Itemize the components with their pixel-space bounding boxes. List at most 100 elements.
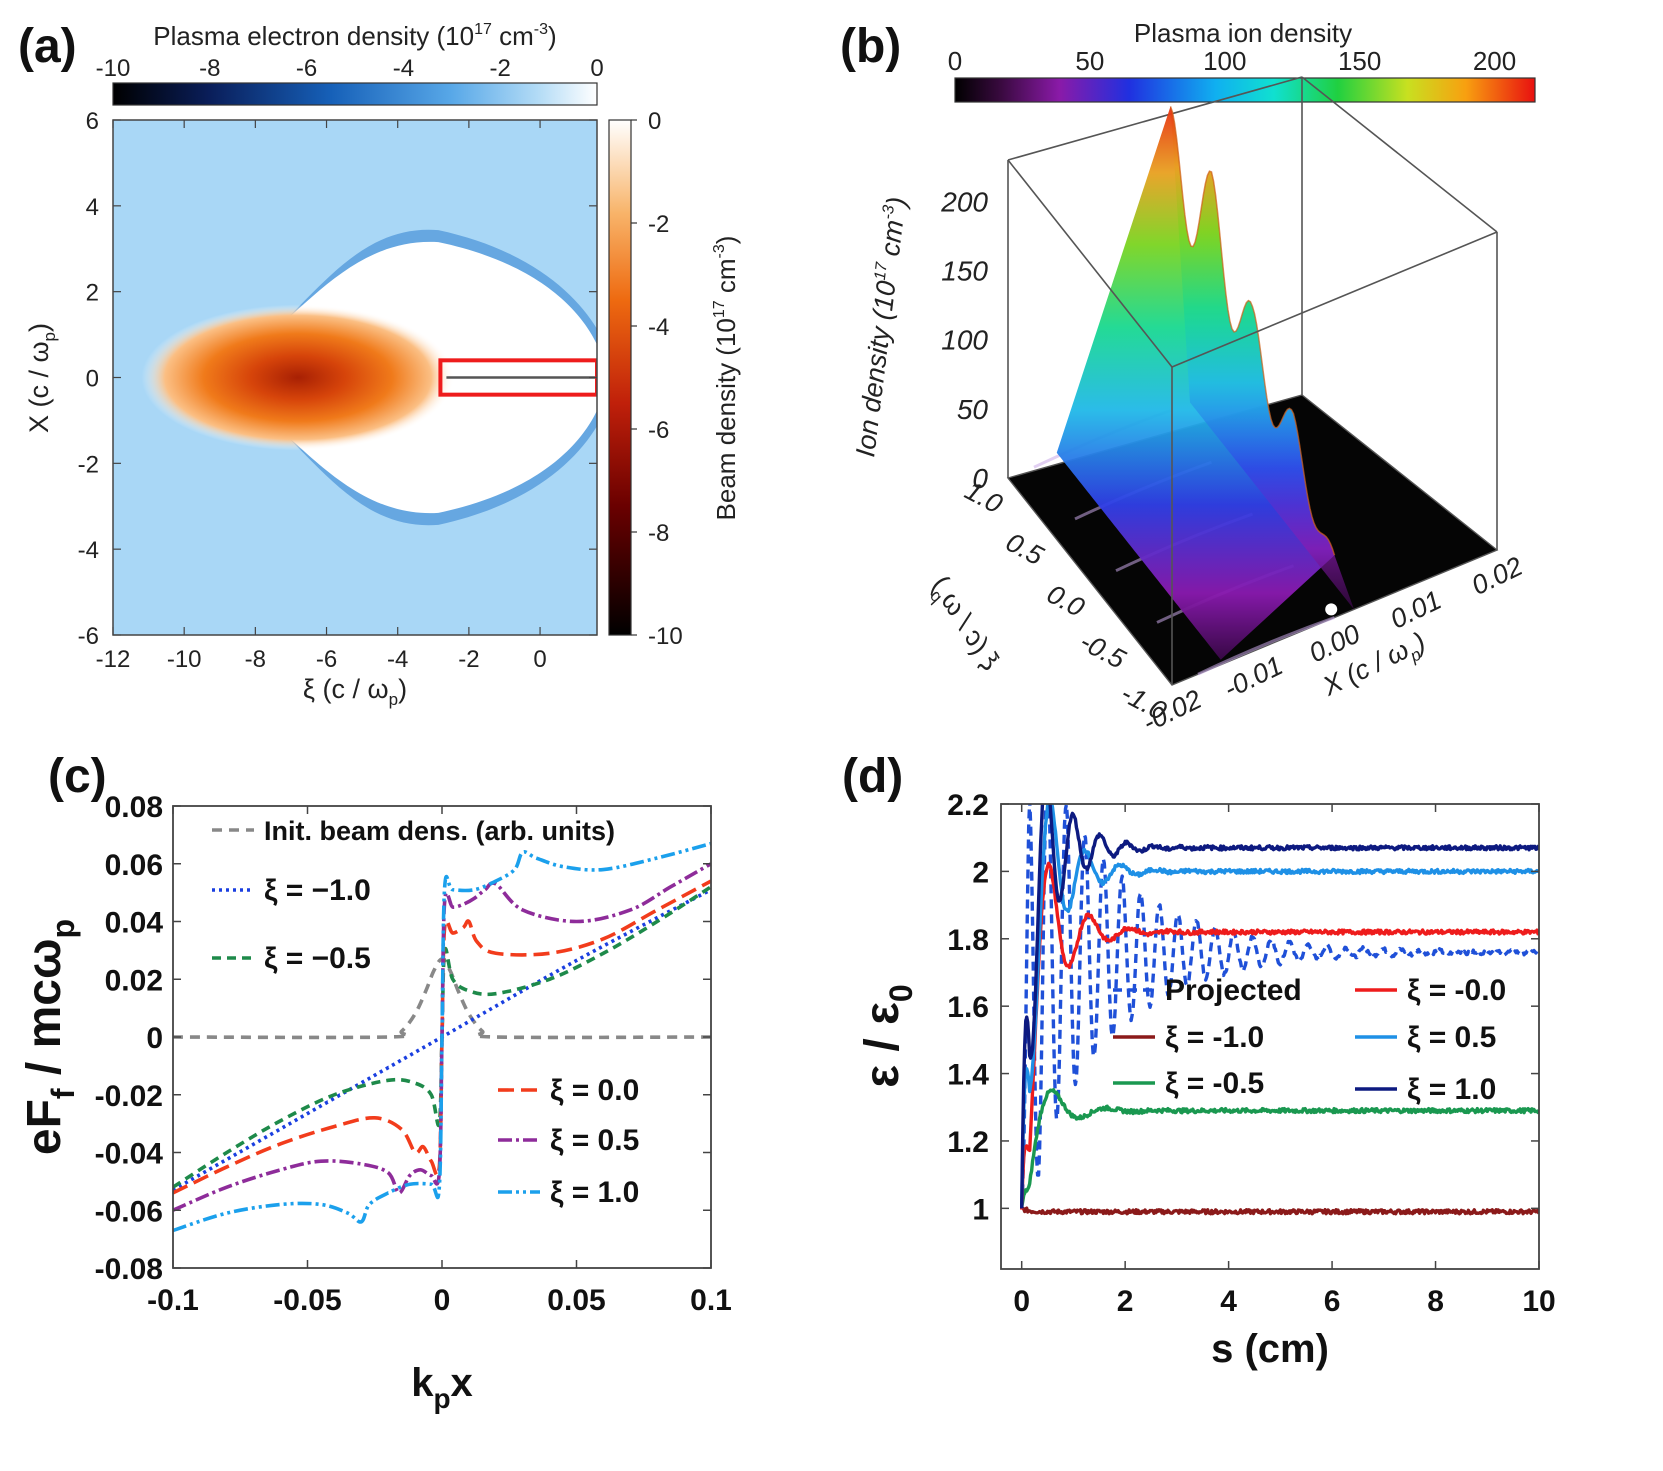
cube-edge-top-front-left xyxy=(1007,159,1173,368)
colorbar-right-tick-label: -4 xyxy=(648,314,669,341)
colorbar-right-ticks: 0 -2 -4 -6 -8 -10 xyxy=(631,108,683,650)
panel-b: (b) Plasma ion density 0 50 100 150 200 0 50 1… xyxy=(840,18,1536,738)
y-tick-label-a: -4 xyxy=(78,537,99,564)
ion-ridge xyxy=(1169,106,1336,556)
y-tick-label-d: 1.4 xyxy=(947,1059,989,1092)
legend-label-c: ξ = 0.5 xyxy=(550,1124,639,1157)
colorbar-right-tick-label: -2 xyxy=(648,211,669,238)
legend-label-d: ξ = -1.0 xyxy=(1165,1021,1264,1054)
series-line-d xyxy=(1020,861,1539,1210)
xi-tick-label-b: -0.5 xyxy=(1075,626,1131,675)
colorbar-top-ticks: -10 -8 -6 -4 -2 0 xyxy=(96,55,604,82)
z-tick-label-b: 0 xyxy=(972,463,988,494)
legend-d: Projected ξ = -1.0 ξ = -0.5 ξ = -0.0 ξ = 0.5… xyxy=(1113,974,1506,1106)
z-tick-label-b: 200 xyxy=(940,186,988,217)
colorbar-b-tick-label: 150 xyxy=(1338,46,1381,76)
xi-tick-label-b: 0.5 xyxy=(1001,527,1049,572)
legend-label-d: ξ = 1.0 xyxy=(1407,1073,1496,1106)
y-tick-label-d: 2 xyxy=(972,856,989,889)
xlabel-d: s (cm) xyxy=(1211,1327,1329,1371)
x-tick-label-d: 10 xyxy=(1522,1285,1555,1318)
xi-tick-label-b: 1.0 xyxy=(960,475,1007,519)
xlabel-a: ξ (c / ωp) xyxy=(303,674,407,709)
x-tick-label-a: -8 xyxy=(245,646,266,673)
colorbar-top-label: Plasma electron density (1017 cm-3) xyxy=(153,21,556,51)
legend-c: Init. beam dens. (arb. units) ξ = −1.0 ξ =… xyxy=(212,816,639,1209)
x-tick-label-d: 6 xyxy=(1324,1285,1341,1318)
series-line-c xyxy=(173,841,711,1233)
x-tick-label-a: -12 xyxy=(96,646,131,673)
z-tick-label-b: 50 xyxy=(957,394,989,425)
colorbar-b-tick-label: 100 xyxy=(1203,46,1246,76)
legend-label-c: ξ = −1.0 xyxy=(264,874,371,907)
floor-hot-spot xyxy=(1325,603,1338,616)
legend-label-d: ξ = -0.5 xyxy=(1165,1067,1264,1100)
x-tick-label-a: -10 xyxy=(167,646,202,673)
panel-label-d: (d) xyxy=(842,750,903,803)
heatmap-area xyxy=(113,120,597,635)
x-tick-label-c: 0.05 xyxy=(547,1284,605,1317)
legend-label-c: ξ = −0.5 xyxy=(264,942,371,975)
series-line-d xyxy=(1020,804,1539,1209)
colorbar-b xyxy=(954,77,1536,103)
electron-beam xyxy=(141,304,455,451)
panel-a: (a) Plasma electron density (1017 cm-3) … xyxy=(18,20,741,709)
xlabel-c: kpx xyxy=(411,1361,473,1414)
plot-frame-d xyxy=(1000,803,1540,1270)
zlabel-b: Ion density (1017 cm-3) xyxy=(850,195,912,458)
xi-tick-label-b: 0.0 xyxy=(1042,579,1089,623)
cube-edge-top-back-right xyxy=(1301,76,1498,233)
cube-edge-top-front-right xyxy=(1171,231,1498,368)
y-tick-label-c: -0.06 xyxy=(95,1195,163,1228)
y-tick-label-c: 0.08 xyxy=(105,791,163,824)
axes-d: 0 2 4 6 8 10 2.2 2 1.8 1.6 1.4 1.2 1 xyxy=(947,789,1555,1318)
xi-axis-label-b: ξ (c / ωp) xyxy=(921,571,1006,678)
lines-c xyxy=(173,841,711,1233)
legend-label-c: ξ = 1.0 xyxy=(550,1176,639,1209)
colorbar-top xyxy=(112,82,598,106)
panel-d: (d) 0 2 4 6 8 10 2.2 2 1.8 1.6 1.4 1.2 1 Projected ξ … xyxy=(842,750,1556,1371)
legend-label-d: ξ = 0.5 xyxy=(1407,1021,1496,1054)
panel-label-c: (c) xyxy=(48,750,107,803)
x-tick-label-a: -2 xyxy=(458,646,479,673)
x-tick-label-c: -0.1 xyxy=(147,1284,199,1317)
colorbar-right-tick-label: -6 xyxy=(648,417,669,444)
y-tick-label-d: 1.2 xyxy=(947,1126,989,1159)
colorbar-top-tick-label: -2 xyxy=(490,55,511,82)
series-line-d xyxy=(1020,804,1539,1209)
legend-label-d: Projected xyxy=(1165,974,1302,1007)
ylabel-a: X (c / ωp) xyxy=(24,323,59,433)
y-tick-label-a: 6 xyxy=(86,108,99,135)
wake-bubble xyxy=(141,229,597,526)
cube-edge-top-back-left xyxy=(1007,76,1303,161)
series-line-d xyxy=(1020,804,1539,1209)
floor-ion-streak xyxy=(1197,616,1336,676)
colorbar-b-label: Plasma ion density xyxy=(1134,18,1352,48)
series-line-d xyxy=(1020,1205,1539,1216)
x-tick-label-d: 0 xyxy=(1013,1285,1030,1318)
y-tick-label-c: 0.06 xyxy=(105,849,163,882)
panel-label-b: (b) xyxy=(840,20,901,73)
colorbar-top-tick-label: -10 xyxy=(96,55,131,82)
legend-label-c: Init. beam dens. (arb. units) xyxy=(264,816,615,846)
y-tick-label-c: -0.04 xyxy=(95,1138,164,1171)
y-tick-label-a: 4 xyxy=(86,194,99,221)
x-tick-label-d: 8 xyxy=(1427,1285,1444,1318)
y-tick-label-c: 0 xyxy=(146,1022,163,1055)
legend-label-c: ξ = 0.0 xyxy=(550,1074,639,1107)
y-tick-label-d: 2.2 xyxy=(947,789,989,822)
y-tick-label-c: -0.02 xyxy=(95,1080,163,1113)
colorbar-right-tick-label: 0 xyxy=(648,108,661,135)
y-tick-label-d: 1.8 xyxy=(947,924,989,957)
y-tick-label-d: 1.6 xyxy=(947,991,989,1024)
x-tick-label-d: 4 xyxy=(1220,1285,1237,1318)
y-tick-label-a: 2 xyxy=(86,280,99,307)
y-tick-label-a: 0 xyxy=(86,366,99,393)
panel-c: (c) -0.1 -0.05 0 0.05 0.10.080.060.040.020-0… xyxy=(18,750,732,1414)
series-line-d xyxy=(1020,1088,1539,1208)
x-tick-label-a: -6 xyxy=(316,646,337,673)
legend-label-d: ξ = -0.0 xyxy=(1407,974,1506,1007)
z-tick-label-b: 150 xyxy=(941,256,988,287)
highlight-box xyxy=(438,358,597,397)
